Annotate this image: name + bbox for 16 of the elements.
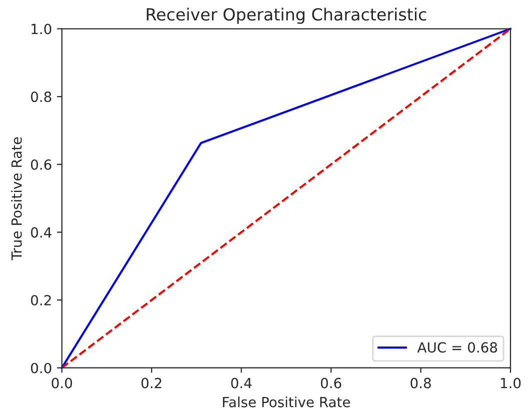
y-tick-label: 0.6 (31, 159, 52, 170)
y-tick-label: 1.0 (32, 24, 52, 34)
y-tick-label: 0.2 (31, 295, 51, 306)
y-axis-title: True Positive Rate (11, 137, 22, 260)
x-tick-label: 0.2 (141, 378, 162, 388)
x-axis-title: False Positive Rate (223, 396, 350, 408)
x-tick-label: 0.0 (52, 378, 72, 388)
x-tick-label: 1.0 (500, 378, 521, 388)
chart-title: Receiver Operating Characteristic (146, 8, 426, 24)
y-tick-label: 0.0 (31, 362, 52, 374)
x-tick-label: 0.4 (231, 378, 252, 388)
legend-label: AUC = 0.68 (417, 342, 498, 353)
y-tick-label: 0.8 (31, 92, 52, 102)
y-tick-label: 0.4 (31, 227, 52, 238)
x-tick-label: 0.6 (320, 378, 342, 388)
x-tick-label: 0.8 (410, 378, 431, 388)
